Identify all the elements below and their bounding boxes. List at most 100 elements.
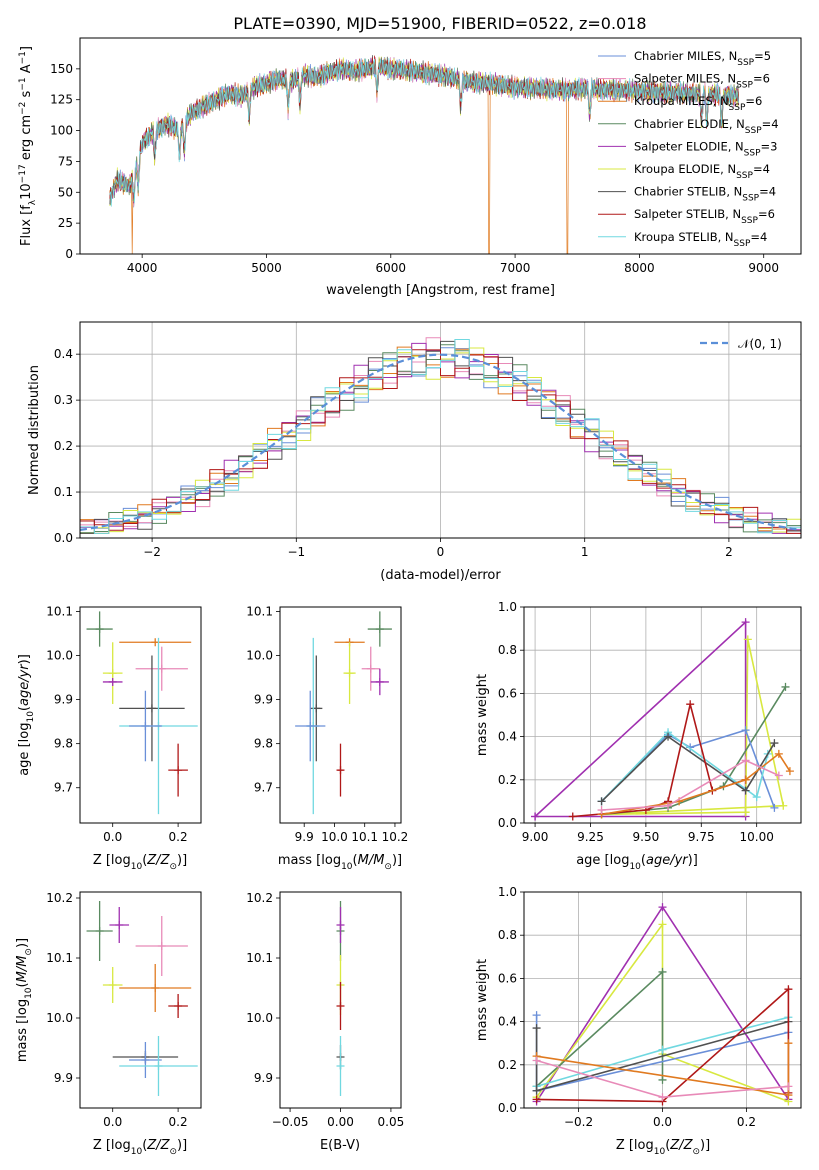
- x-tick-label: −1: [287, 545, 305, 559]
- y-tick-label: 0.6: [498, 971, 517, 985]
- y-tick-label: 1.0: [498, 600, 517, 614]
- weight-marker: [752, 793, 761, 802]
- y-tick-label: 0.2: [498, 1058, 517, 1072]
- y-tick-label: 9.8: [54, 737, 73, 751]
- weight-vs-age-panel: 9.00 9.25 9.50 9.75 10.00 0.0 0.2 0.4 0.6 0.8 1.0 m…: [475, 600, 802, 872]
- x-tick-label: 0.0: [103, 830, 122, 844]
- y-tick-label: 125: [50, 93, 73, 107]
- y-tick-label: 50: [58, 185, 73, 199]
- weight-marker: [743, 635, 752, 644]
- age-vs-metallicity-panel: 0.0 0.2 9.7 9.8 9.9 10.0 10.1 Z [log10(Z/Z⊙)] ag…: [17, 604, 202, 872]
- legend-label: Salpeter STELIB, NSSP=6: [634, 207, 775, 226]
- x-tick-label: 9.25: [577, 830, 604, 844]
- weight-marker: [686, 700, 695, 709]
- x-axis-label: Z [log10(Z/Z⊙)]: [616, 1138, 710, 1157]
- weight-marker: [532, 1086, 541, 1095]
- weight-marker: [597, 806, 606, 815]
- weight-marker: [597, 797, 606, 806]
- x-tick-label: 6000: [376, 261, 407, 275]
- data-point: [95, 625, 104, 634]
- axes-frame: [79, 606, 202, 824]
- x-tick-label: 10.00: [740, 830, 774, 844]
- weight-marker: [658, 1045, 667, 1054]
- x-tick-label: 9.75: [688, 830, 715, 844]
- y-tick-label: 0.2: [54, 439, 73, 453]
- y-tick-label: 9.9: [254, 1071, 273, 1085]
- data-point: [157, 942, 166, 950]
- data-point: [151, 984, 160, 992]
- y-tick-label: 10.1: [46, 951, 73, 965]
- x-tick-label: 0: [437, 545, 445, 559]
- legend-label: Salpeter MILES, NSSP=6: [634, 72, 770, 91]
- weight-marker: [741, 775, 750, 784]
- y-tick-label: 10.1: [46, 604, 73, 618]
- y-tick-label: 25: [58, 216, 73, 230]
- legend-label: Chabrier ELODIE, NSSP=4: [634, 117, 779, 136]
- y-tick-label: 9.9: [54, 1071, 73, 1085]
- weight-marker: [532, 1095, 541, 1104]
- y-tick-label: 10.1: [246, 604, 273, 618]
- y-tick-label: 9.9: [254, 693, 273, 707]
- weight-marker: [784, 1039, 793, 1048]
- weight-marker: [741, 808, 750, 817]
- y-tick-label: 75: [58, 154, 73, 168]
- x-tick-label: 7000: [500, 261, 531, 275]
- y-tick-label: 0.8: [498, 928, 517, 942]
- data-point: [375, 625, 384, 634]
- x-tick-label: 8000: [624, 261, 655, 275]
- x-tick-label: 10.1: [351, 830, 378, 844]
- y-tick-label: 0.1: [54, 485, 73, 499]
- y-tick-label: 10.1: [246, 951, 273, 965]
- x-tick-label: 0.2: [737, 1115, 756, 1129]
- weight-marker: [774, 749, 783, 758]
- weight-marker: [658, 967, 667, 976]
- data-point: [95, 927, 104, 935]
- x-tick-label: 0.2: [169, 1115, 188, 1129]
- x-tick-label: 4000: [127, 261, 158, 275]
- axes-frame: [79, 321, 802, 539]
- weight-marker: [658, 920, 667, 929]
- legend-label: Chabrier STELIB, NSSP=4: [634, 185, 776, 204]
- weight-marker: [532, 1056, 541, 1065]
- axes-frame: [523, 891, 802, 1109]
- weight-marker: [784, 1091, 793, 1100]
- y-tick-label: 0.3: [54, 393, 73, 407]
- x-tick-label: 1: [581, 545, 589, 559]
- legend-label: Kroupa STELIB, NSSP=4: [634, 230, 767, 249]
- x-axis-label: Z [log10(Z/Z⊙)]: [93, 853, 187, 872]
- data-point: [108, 669, 117, 678]
- data-point: [174, 766, 183, 775]
- data-point: [141, 1056, 150, 1064]
- x-tick-label: 0.00: [327, 1115, 354, 1129]
- weight-marker: [658, 1093, 667, 1102]
- data-point: [375, 677, 384, 686]
- data-point: [345, 669, 354, 678]
- weight-marker: [741, 756, 750, 765]
- weight-line-3: [601, 729, 776, 809]
- weight-marker: [784, 985, 793, 994]
- y-axis-label: mass weight: [475, 959, 490, 1041]
- residuals-panel: −2 −1 0 1 2 0.0 0.1 0.2 0.3 0.4 𝒩(0, 1) (data-model…: [27, 321, 802, 583]
- weight-marker: [785, 767, 794, 776]
- gaussian-curve: [80, 353, 801, 531]
- weight-line-6: [572, 704, 746, 818]
- y-axis-label: mass weight: [475, 674, 490, 756]
- x-tick-label: 5000: [251, 261, 282, 275]
- y-tick-label: 9.7: [254, 781, 273, 795]
- axes-frame: [79, 891, 202, 1109]
- axes-frame: [279, 606, 402, 824]
- legend-label: Kroupa MILES, NSSP=6: [634, 94, 762, 113]
- y-tick-label: 0.8: [498, 643, 517, 657]
- data-point: [115, 921, 124, 929]
- x-tick-label: 10.0: [321, 830, 348, 844]
- data-point: [147, 704, 156, 713]
- weight-marker: [770, 803, 779, 812]
- weight-marker: [532, 1024, 541, 1033]
- data-point: [336, 1062, 345, 1070]
- axes-frame: [79, 37, 802, 255]
- weight-marker: [568, 812, 577, 821]
- weight-marker: [784, 1082, 793, 1091]
- weight-marker: [531, 812, 540, 821]
- mass-vs-metallicity-panel: 0.0 0.2 9.9 10.0 10.1 10.2 Z [log10(Z/Z⊙)] mass…: [15, 891, 202, 1157]
- y-tick-label: 100: [50, 124, 73, 138]
